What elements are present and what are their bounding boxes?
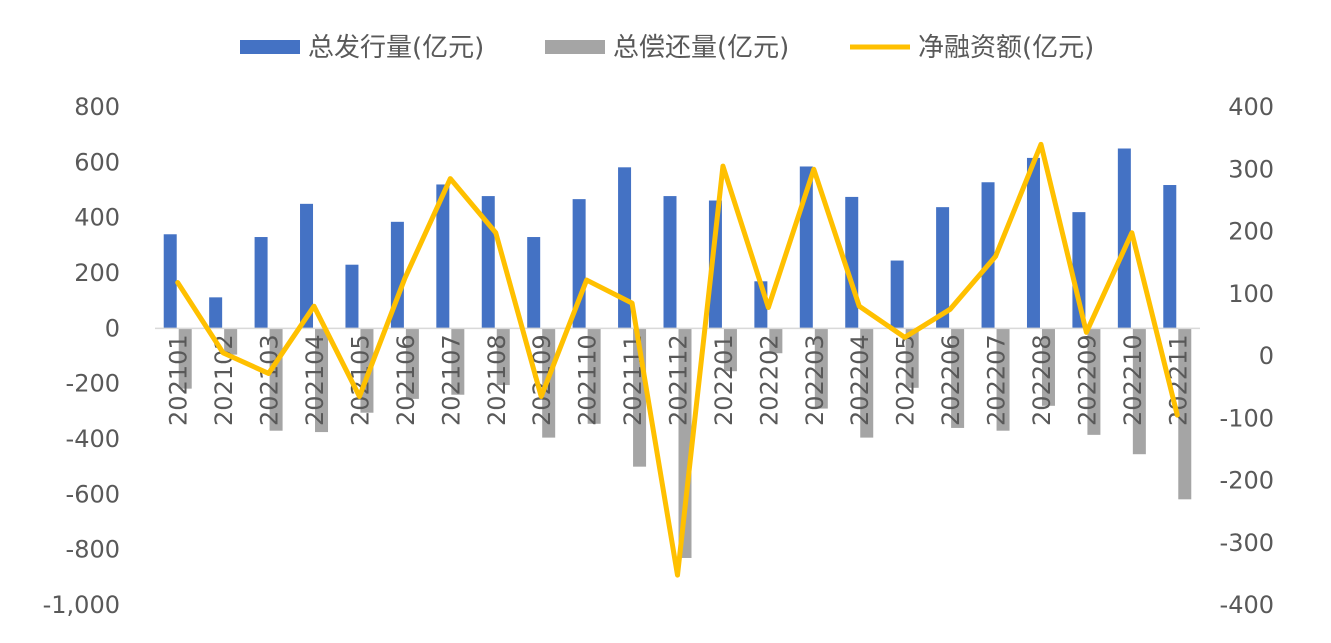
x-axis-tick-label: 202206: [937, 334, 965, 426]
repayment-bar: [951, 328, 965, 428]
repayment-bar: [1041, 328, 1055, 406]
issuance-bar: [1163, 185, 1177, 329]
legend-swatch: [545, 40, 605, 54]
repayment-bar: [723, 328, 737, 372]
right-axis-tick-label: 400: [1228, 93, 1274, 121]
left-axis-tick-label: 800: [74, 93, 120, 121]
issuance-bar: [254, 237, 268, 329]
x-axis-tick-label: 202204: [846, 334, 874, 426]
legend-item: 总发行量(亿元): [240, 33, 484, 63]
repayment-bar: [1132, 328, 1146, 455]
repayment-bar: [814, 328, 828, 409]
legend-label: 净融资额(亿元): [918, 33, 1094, 63]
left-axis-tick-label: -800: [66, 536, 120, 564]
x-axis-tick-label: 202201: [710, 334, 738, 426]
issuance-bar: [890, 260, 904, 329]
repayment-bar: [587, 328, 601, 424]
x-axis-tick-label: 202107: [437, 334, 465, 426]
x-axis-tick-label: 202109: [528, 334, 556, 426]
issuance-bar: [708, 200, 722, 329]
repayment-bar: [224, 328, 238, 355]
repayment-bar: [451, 328, 465, 395]
legend-swatch: [240, 40, 300, 54]
x-axis-tick-label: 202112: [665, 334, 693, 426]
repayment-bar: [996, 328, 1010, 431]
left-axis: 800 600 400 200 0 -200 -400 -600 -800 -1,000: [43, 93, 120, 619]
x-axis-tick-label: 202103: [256, 334, 284, 426]
net-financing-line: [175, 141, 1180, 578]
legend-item: 总偿还量(亿元): [545, 33, 789, 63]
legend-label: 总发行量(亿元): [308, 33, 484, 63]
x-axis-tick-label: 202106: [392, 334, 420, 426]
right-axis-tick-label: -200: [1220, 467, 1274, 495]
right-axis-tick-label: -400: [1220, 591, 1274, 619]
x-axis-tick-label: 202101: [165, 334, 193, 426]
legend-label: 总偿还量(亿元): [613, 33, 789, 63]
left-axis-tick-label: 200: [74, 259, 120, 287]
issuance-bar: [527, 237, 541, 329]
x-axis-tick-label: 202210: [1119, 334, 1147, 426]
repayment-bar: [905, 328, 919, 388]
issuance-bar: [436, 184, 450, 329]
x-axis-tick-label: 202111: [619, 334, 647, 426]
left-axis-tick-label: 600: [74, 148, 120, 176]
x-axis-tick-label: 202108: [483, 334, 511, 426]
legend-item: 净融资额(亿元): [850, 33, 1094, 63]
x-axis-labels: 202101 202102 202103 202104 202105 202106 2021…: [165, 334, 1193, 426]
x-axis-tick-label: 202209: [1073, 334, 1101, 426]
left-axis-tick-label: -1,000: [43, 591, 120, 619]
issuance-bar: [209, 297, 223, 329]
bars-layer: [163, 148, 1192, 558]
left-axis-tick-label: -200: [66, 370, 120, 398]
issuance-bar: [663, 196, 677, 329]
issuance-bar: [345, 264, 359, 329]
x-axis-tick-label: 202208: [1028, 334, 1056, 426]
right-axis-tick-label: 100: [1228, 280, 1274, 308]
left-axis-tick-label: -600: [66, 480, 120, 508]
repayment-bar: [496, 328, 510, 386]
issuance-bar: [981, 182, 995, 329]
repayment-bar: [405, 328, 419, 399]
repayment-bar: [178, 328, 192, 389]
right-axis-tick-label: 300: [1228, 155, 1274, 183]
repayment-bar: [315, 328, 329, 433]
issuance-bar: [1026, 157, 1040, 329]
repayment-bar: [860, 328, 874, 438]
issuance-bar: [936, 207, 950, 329]
x-axis-tick-label: 202102: [210, 334, 238, 426]
right-axis: 400 300 200 100 0 -100 -200 -300 -400: [1220, 93, 1274, 619]
issuance-bar: [618, 167, 632, 329]
x-axis-tick-label: 202207: [983, 334, 1011, 426]
x-axis-tick-label: 202202: [755, 334, 783, 426]
left-axis-tick-label: 400: [74, 204, 120, 232]
repayment-bar: [1087, 328, 1101, 435]
repayment-bar: [1178, 328, 1192, 500]
left-axis-tick-label: -400: [66, 425, 120, 453]
issuance-bar: [1117, 148, 1131, 329]
x-axis-tick-label: 202110: [574, 334, 602, 426]
right-axis-tick-label: 200: [1228, 218, 1274, 246]
line-layer: [175, 141, 1180, 578]
issuance-bar: [300, 203, 314, 329]
x-axis-tick-label: 202205: [892, 334, 920, 426]
issuance-bar: [1072, 212, 1086, 329]
repayment-bar: [769, 328, 783, 354]
right-axis-tick-label: -100: [1220, 404, 1274, 432]
x-axis-tick-label: 202203: [801, 334, 829, 426]
left-axis-tick-label: 0: [105, 314, 120, 342]
legend: 总发行量(亿元) 总偿还量(亿元) 净融资额(亿元): [240, 33, 1094, 63]
right-axis-tick-label: 0: [1259, 342, 1274, 370]
issuance-bar: [163, 234, 177, 329]
right-axis-tick-label: -300: [1220, 529, 1274, 557]
x-axis-tick-label: 202104: [301, 334, 329, 426]
